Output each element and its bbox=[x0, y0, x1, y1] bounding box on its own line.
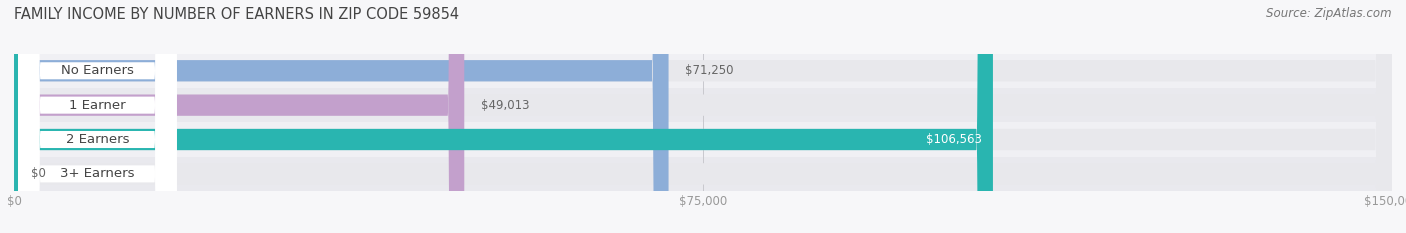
Text: FAMILY INCOME BY NUMBER OF EARNERS IN ZIP CODE 59854: FAMILY INCOME BY NUMBER OF EARNERS IN ZI… bbox=[14, 7, 460, 22]
Text: $106,563: $106,563 bbox=[927, 133, 981, 146]
FancyBboxPatch shape bbox=[18, 0, 177, 233]
FancyBboxPatch shape bbox=[14, 0, 464, 233]
Text: 3+ Earners: 3+ Earners bbox=[60, 167, 135, 180]
FancyBboxPatch shape bbox=[14, 0, 1392, 233]
Text: No Earners: No Earners bbox=[60, 64, 134, 77]
FancyBboxPatch shape bbox=[18, 0, 177, 233]
FancyBboxPatch shape bbox=[14, 0, 1392, 233]
FancyBboxPatch shape bbox=[18, 0, 177, 233]
FancyBboxPatch shape bbox=[14, 0, 993, 233]
Text: Source: ZipAtlas.com: Source: ZipAtlas.com bbox=[1267, 7, 1392, 20]
Text: 2 Earners: 2 Earners bbox=[66, 133, 129, 146]
FancyBboxPatch shape bbox=[14, 157, 1392, 191]
FancyBboxPatch shape bbox=[18, 0, 177, 233]
FancyBboxPatch shape bbox=[14, 0, 669, 233]
Text: $49,013: $49,013 bbox=[481, 99, 529, 112]
Text: 1 Earner: 1 Earner bbox=[69, 99, 125, 112]
FancyBboxPatch shape bbox=[14, 0, 1392, 233]
Text: $71,250: $71,250 bbox=[685, 64, 734, 77]
FancyBboxPatch shape bbox=[14, 54, 1392, 88]
FancyBboxPatch shape bbox=[14, 122, 1392, 157]
Text: $0: $0 bbox=[31, 167, 45, 180]
FancyBboxPatch shape bbox=[14, 0, 1392, 233]
FancyBboxPatch shape bbox=[14, 88, 1392, 122]
